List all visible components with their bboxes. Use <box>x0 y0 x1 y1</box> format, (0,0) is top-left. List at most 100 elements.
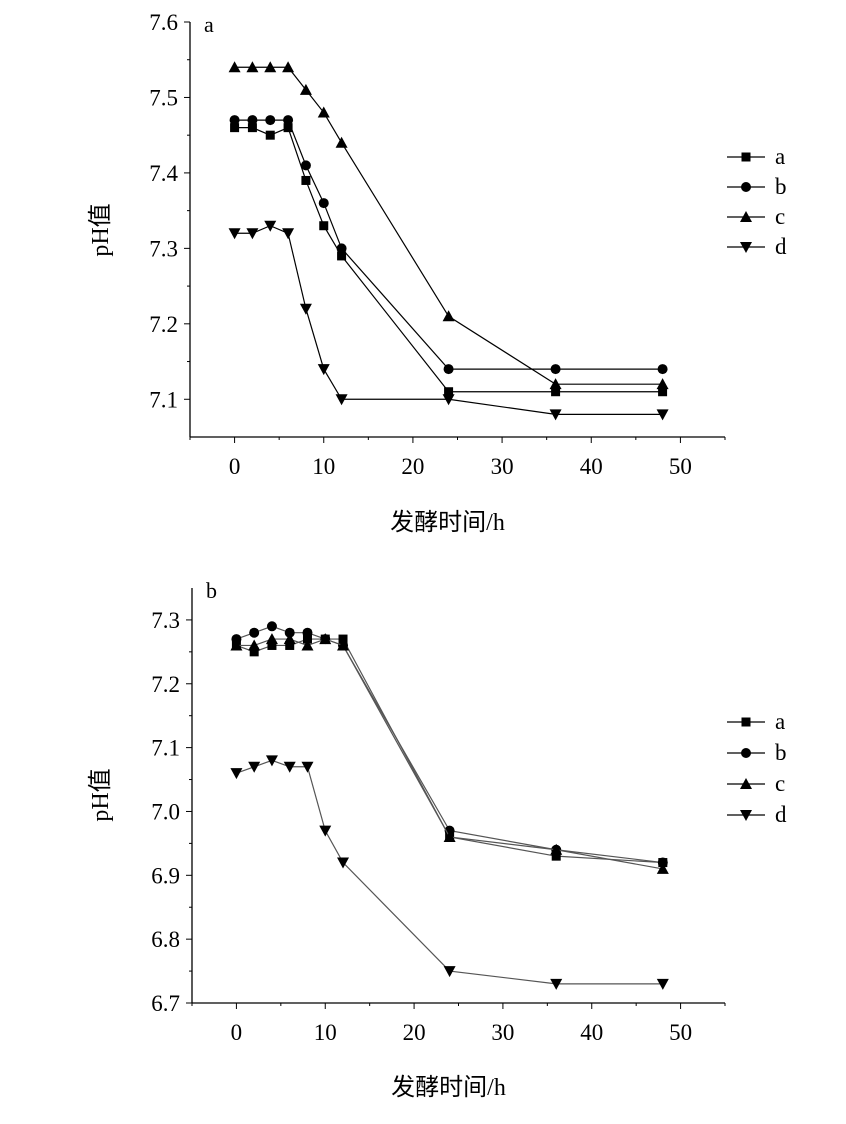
series-b-point <box>550 364 561 375</box>
series-d-point <box>442 394 455 406</box>
series-c-line <box>234 66 663 385</box>
series-b-point <box>336 243 347 254</box>
panel-label: b <box>206 578 217 603</box>
y-tick-label: 7.4 <box>149 161 178 186</box>
series-c-point <box>228 61 241 73</box>
legend-c-label: c <box>775 204 785 229</box>
series-d-point <box>283 761 296 773</box>
series-c-point <box>246 61 259 73</box>
series-c-point <box>265 633 278 645</box>
legend-b-marker <box>741 182 751 192</box>
y-tick-label: 7.3 <box>149 236 178 261</box>
legend-a-label: a <box>775 709 785 734</box>
x-tick-label: 20 <box>403 1020 426 1045</box>
series-c-point <box>317 106 330 118</box>
series-a-point <box>247 123 257 133</box>
series-c-point <box>549 378 562 390</box>
series-b-point <box>302 627 313 638</box>
series-b-point <box>657 857 668 868</box>
series-b-point <box>283 115 294 126</box>
series-b-line <box>236 625 663 864</box>
x-tick-label: 50 <box>669 1020 692 1045</box>
series-d-point <box>317 364 330 376</box>
series-c-point <box>319 633 332 645</box>
series-d-point <box>264 220 277 232</box>
series-c-point <box>656 378 669 390</box>
legend-b-label: b <box>775 740 787 765</box>
series-b-point <box>657 364 668 375</box>
series-d-point <box>337 857 350 869</box>
y-tick-label: 7.2 <box>151 672 180 697</box>
legend-d-label: d <box>775 234 787 259</box>
series-d-point <box>335 394 348 406</box>
series-a-point <box>551 387 561 397</box>
series-d-point <box>656 978 669 990</box>
series-a-line <box>234 126 663 393</box>
series-b-point <box>247 115 258 126</box>
series-a-point <box>230 123 240 133</box>
panel-label: a <box>204 12 214 37</box>
legend-d-marker <box>740 242 752 253</box>
y-axis-label: pH值 <box>87 203 114 256</box>
series-d-line <box>236 759 663 985</box>
x-axis-label: 发酵时间/h <box>391 1074 506 1101</box>
series-c-point <box>282 61 295 73</box>
series-b-point <box>443 364 454 375</box>
series-a-point <box>283 123 293 133</box>
series-b-point <box>265 115 276 126</box>
series-c-point <box>656 862 669 874</box>
y-tick-label: 6.8 <box>151 927 180 952</box>
x-tick-label: 30 <box>491 1020 514 1045</box>
series-c-point <box>335 136 348 148</box>
series-a-point <box>658 387 668 397</box>
series-c-point <box>337 639 350 651</box>
series-c-point <box>299 83 312 95</box>
legend-a-marker <box>741 717 751 727</box>
series-a-point <box>301 175 311 185</box>
x-tick-label: 0 <box>229 454 241 479</box>
legend-b-marker <box>741 748 751 758</box>
series-b-point <box>231 634 242 645</box>
series-a-point <box>337 251 347 261</box>
series-c-point <box>230 639 243 651</box>
x-tick-label: 20 <box>401 454 424 479</box>
y-tick-label: 6.7 <box>151 991 180 1016</box>
x-axis-label: 发酵时间/h <box>390 509 505 536</box>
series-d-point <box>443 966 456 978</box>
x-tick-label: 30 <box>491 454 514 479</box>
series-c-point <box>443 831 456 842</box>
series-d-point <box>656 409 669 421</box>
series-a-point <box>249 647 259 657</box>
series-d-point <box>550 978 563 990</box>
series-d-point <box>265 755 278 767</box>
series-d-point <box>299 303 312 315</box>
series-d-point <box>246 228 259 240</box>
x-tick-label: 10 <box>312 454 335 479</box>
series-a-point <box>444 387 454 397</box>
series-b-point <box>284 627 295 638</box>
series-c-line <box>236 638 663 870</box>
series-a-point <box>551 851 561 861</box>
series-b-line <box>234 119 663 370</box>
x-tick-label: 10 <box>314 1020 337 1045</box>
legend-b-label: b <box>775 174 787 199</box>
series-a-point <box>302 634 312 644</box>
x-tick-label: 0 <box>231 1020 243 1045</box>
series-b-point <box>229 115 240 126</box>
series-b-point <box>266 621 277 632</box>
legend-a-label: a <box>775 144 785 169</box>
y-tick-label: 7.3 <box>151 608 180 633</box>
legend-c-marker <box>740 211 752 222</box>
series-d-point <box>230 768 243 780</box>
y-axis-label: pH值 <box>87 768 114 821</box>
legend-a-marker <box>741 152 751 162</box>
series-a-point <box>319 221 329 231</box>
series-b-point <box>300 160 311 171</box>
legend-c-label: c <box>775 771 785 796</box>
legend-c-marker <box>740 778 752 789</box>
series-c-point <box>550 843 563 855</box>
series-d-point <box>319 825 332 837</box>
y-tick-label: 7.1 <box>149 387 178 412</box>
x-tick-label: 40 <box>580 454 603 479</box>
